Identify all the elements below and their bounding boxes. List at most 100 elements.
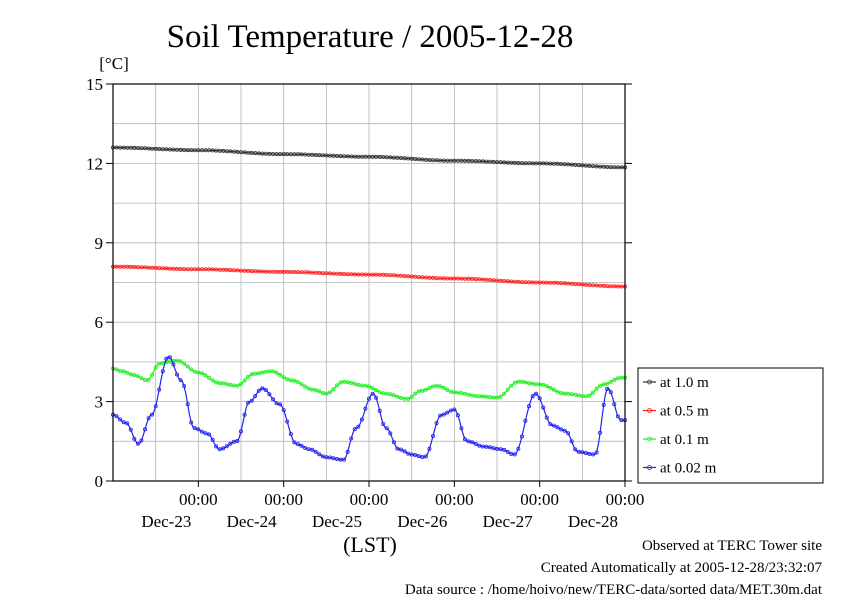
data-point — [313, 387, 318, 392]
data-point — [516, 279, 521, 284]
data-point — [121, 369, 126, 374]
data-point — [530, 394, 535, 399]
data-point — [189, 367, 194, 372]
series-line — [113, 266, 625, 288]
data-point — [157, 146, 162, 151]
data-point — [324, 455, 329, 460]
data-point — [299, 443, 304, 448]
data-point — [413, 156, 418, 161]
data-point — [189, 148, 194, 153]
data-point — [150, 412, 155, 417]
data-point — [498, 394, 503, 399]
data-point — [502, 160, 507, 165]
data-point — [566, 391, 571, 396]
data-point — [331, 387, 336, 392]
data-point — [221, 446, 226, 451]
data-point — [608, 390, 613, 395]
data-point — [395, 273, 400, 278]
data-point — [274, 401, 279, 406]
data-point — [167, 359, 172, 364]
data-point — [484, 394, 489, 399]
data-point — [580, 394, 585, 399]
data-point — [253, 394, 258, 399]
data-point — [342, 154, 347, 159]
data-point — [256, 371, 261, 376]
data-point — [555, 425, 560, 430]
data-point — [221, 148, 226, 153]
data-point — [253, 151, 258, 156]
data-point — [423, 387, 428, 392]
data-point — [249, 398, 254, 403]
data-point — [477, 443, 482, 448]
data-point — [349, 154, 354, 159]
data-point — [381, 272, 386, 277]
data-point — [270, 369, 275, 374]
x-tick-time-label: 00:00 — [179, 490, 218, 509]
data-point — [398, 447, 403, 452]
legend-label: at 1.0 m — [660, 375, 709, 391]
data-point — [569, 439, 574, 444]
data-point — [455, 413, 460, 418]
data-point — [519, 434, 524, 439]
data-point — [310, 152, 315, 157]
footer-created: Created Automatically at 2005-12-28/23:3… — [541, 560, 823, 576]
data-point — [587, 393, 592, 398]
data-point — [566, 162, 571, 167]
data-point — [516, 160, 521, 165]
data-point — [285, 269, 290, 274]
data-point — [206, 267, 211, 272]
data-point — [185, 402, 190, 407]
data-point — [580, 450, 585, 455]
data-point — [139, 265, 144, 270]
data-point — [352, 381, 357, 386]
data-point — [398, 155, 403, 160]
data-point — [196, 427, 201, 432]
data-point — [313, 449, 318, 454]
y-tick-label: 15 — [86, 75, 103, 94]
data-point — [310, 447, 315, 452]
data-point — [174, 358, 179, 363]
data-point — [477, 277, 482, 282]
data-point — [384, 426, 389, 431]
data-point — [324, 391, 329, 396]
data-point — [559, 390, 564, 395]
data-point — [395, 446, 400, 451]
data-point — [502, 391, 507, 396]
y-axis-unit: [°C] — [99, 54, 128, 73]
data-point — [598, 430, 603, 435]
data-point — [466, 439, 471, 444]
data-point — [612, 402, 617, 407]
data-point — [409, 394, 414, 399]
data-point — [267, 392, 272, 397]
data-point — [420, 454, 425, 459]
x-tick-date-label: Dec-26 — [397, 512, 447, 531]
data-point — [270, 269, 275, 274]
series-at-0-1-m — [111, 358, 628, 401]
data-point — [310, 387, 315, 392]
data-point — [438, 384, 443, 389]
data-point — [150, 265, 155, 270]
data-point — [320, 390, 325, 395]
data-point — [416, 454, 421, 459]
data-point — [331, 153, 336, 158]
data-point — [491, 395, 496, 400]
data-point — [605, 381, 610, 386]
data-point — [235, 438, 240, 443]
data-point — [381, 391, 386, 396]
data-point — [274, 370, 279, 375]
data-point — [235, 149, 240, 154]
data-point — [295, 379, 300, 384]
data-point — [299, 382, 304, 387]
data-point — [598, 283, 603, 288]
data-point — [459, 426, 464, 431]
data-point — [157, 387, 162, 392]
data-point — [118, 368, 123, 373]
data-point — [310, 270, 315, 275]
data-point — [178, 359, 183, 364]
x-tick-time-label: 00:00 — [264, 490, 303, 509]
data-point — [334, 456, 339, 461]
data-point — [338, 380, 343, 385]
data-point — [214, 380, 219, 385]
data-point — [534, 382, 539, 387]
data-point — [484, 277, 489, 282]
